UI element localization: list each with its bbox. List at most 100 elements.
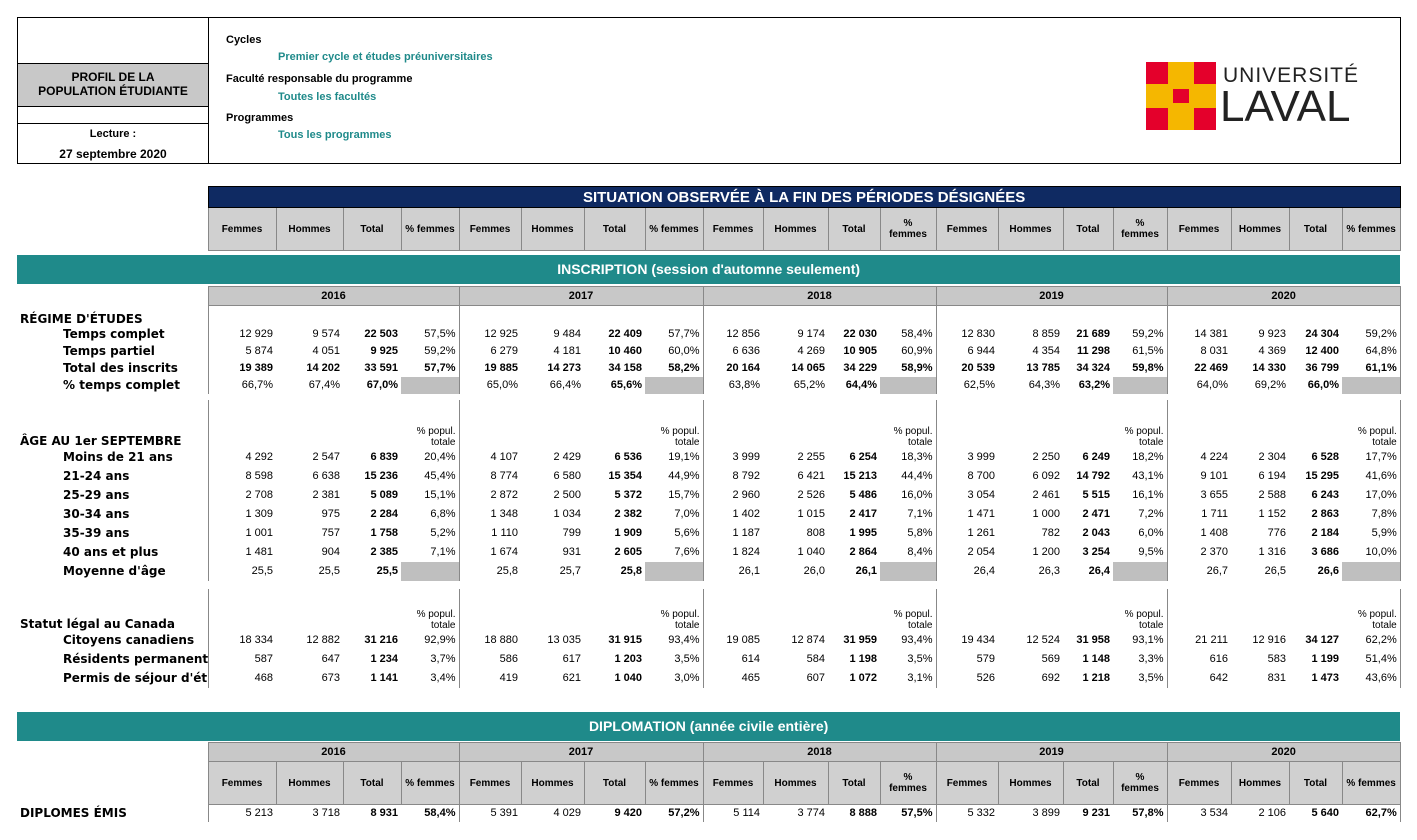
data-cell: 51,4% bbox=[1342, 649, 1401, 669]
data-cell bbox=[1113, 561, 1168, 581]
blank-cell bbox=[702, 305, 763, 326]
blank-cell bbox=[1342, 305, 1401, 326]
data-row: DIPLOMES ÉMIS 5 213 3 718 8 931 58,4% 5 391 4 … bbox=[17, 804, 1401, 822]
data-cell: 18,3% bbox=[880, 447, 937, 467]
data-row: % temps complet 66,7% 67,4% 67,0% 65,0% 66,4%… bbox=[17, 376, 1401, 394]
data-cell: 14 792 bbox=[1076, 470, 1110, 482]
data-cell: 1 995 bbox=[849, 527, 877, 539]
data-cell: 2 960 bbox=[702, 485, 763, 505]
spacer bbox=[17, 581, 1400, 589]
logo-emblem bbox=[1146, 62, 1216, 130]
data-cell: 15 354 bbox=[608, 470, 642, 482]
data-cell: 1 473 bbox=[1311, 672, 1339, 684]
data-cell: 9 923 bbox=[1258, 328, 1286, 340]
data-cell: 65,0% bbox=[458, 376, 521, 394]
logo-line2: LAVAL bbox=[1220, 82, 1351, 131]
data-cell: 2 461 bbox=[1032, 489, 1060, 501]
data-cell: 1 824 bbox=[702, 542, 763, 562]
blank-cell bbox=[17, 187, 208, 208]
data-table: SITUATION OBSERVÉE À LA FIN DES PÉRIODES… bbox=[17, 186, 1401, 822]
data-cell: 41,6% bbox=[1342, 466, 1401, 486]
data-cell bbox=[401, 561, 460, 581]
data-cell bbox=[645, 376, 704, 394]
data-row: 21-24 ans 8 598 6 638 15 236 45,4% 8 774 6 580… bbox=[17, 466, 1401, 486]
data-cell: 2 043 bbox=[1082, 527, 1110, 539]
cycles-label: Cycles bbox=[226, 34, 262, 46]
blank-cell bbox=[17, 762, 208, 805]
data-cell: 5 372 bbox=[614, 489, 642, 501]
column-header: Femmes bbox=[458, 761, 522, 805]
data-cell: 8 792 bbox=[702, 466, 763, 486]
data-cell: 3 534 bbox=[1166, 804, 1231, 822]
data-cell: 61,1% bbox=[1342, 359, 1401, 377]
data-cell: 419 bbox=[458, 668, 521, 688]
data-cell: 14 065 bbox=[791, 362, 825, 374]
blank-cell bbox=[1231, 306, 1289, 326]
data-cell: 59,2% bbox=[1113, 325, 1168, 343]
data-cell: 26,6 bbox=[1317, 565, 1339, 577]
data-cell: 9 925 bbox=[370, 345, 398, 357]
data-cell: 621 bbox=[562, 672, 581, 684]
year-header: 2019 bbox=[935, 742, 1168, 762]
data-cell: 25,8 bbox=[458, 561, 521, 581]
data-cell: 25,5 bbox=[207, 561, 276, 581]
data-cell: 5 213 bbox=[207, 804, 276, 822]
data-cell: 2 417 bbox=[849, 508, 877, 520]
data-cell: 1 152 bbox=[1258, 508, 1286, 520]
column-header: Total bbox=[827, 761, 881, 805]
data-cell: 4 107 bbox=[458, 447, 521, 467]
column-header: Femmes bbox=[935, 207, 999, 251]
spacer bbox=[17, 688, 1400, 712]
data-cell: 4 292 bbox=[207, 447, 276, 467]
data-cell: 65,2% bbox=[793, 379, 825, 391]
data-cell: 6 580 bbox=[553, 470, 581, 482]
column-header: Total bbox=[1288, 761, 1343, 805]
data-cell: 757 bbox=[321, 527, 340, 539]
data-cell: 63,8% bbox=[702, 376, 763, 394]
pct-header: % popul. totale bbox=[880, 399, 937, 448]
column-header: Hommes bbox=[520, 761, 585, 805]
data-cell: 1 015 bbox=[797, 508, 825, 520]
column-header: Hommes bbox=[1230, 207, 1290, 251]
data-cell: 6 421 bbox=[797, 470, 825, 482]
data-cell: 15 213 bbox=[843, 470, 877, 482]
data-row: Moins de 21 ans 4 292 2 547 6 839 20,4% 4 107… bbox=[17, 447, 1401, 467]
data-cell: 93,4% bbox=[880, 630, 937, 650]
column-header: Femmes bbox=[935, 761, 999, 805]
data-cell: 18,2% bbox=[1113, 447, 1168, 467]
data-cell: 66,7% bbox=[207, 376, 276, 394]
blank-cell bbox=[343, 306, 401, 326]
data-cell: 7,0% bbox=[645, 504, 704, 524]
data-cell: 831 bbox=[1267, 672, 1286, 684]
data-cell: 465 bbox=[702, 668, 763, 688]
data-cell: 2 054 bbox=[935, 542, 998, 562]
column-header: Femmes bbox=[458, 207, 522, 251]
data-cell: 3 899 bbox=[1032, 807, 1060, 820]
blank-cell bbox=[1166, 588, 1231, 631]
data-cell: 3 718 bbox=[312, 807, 340, 820]
data-cell: 8 598 bbox=[207, 466, 276, 486]
blank-cell bbox=[1063, 589, 1113, 631]
data-cell: 2 588 bbox=[1258, 489, 1286, 501]
blank-cell bbox=[1166, 399, 1231, 448]
blank-cell bbox=[1289, 306, 1342, 326]
data-cell: 3,5% bbox=[645, 649, 704, 669]
column-header: Total bbox=[583, 761, 646, 805]
column-header-row: Femmes Hommes Total% femmes Femmes Hommes Tot… bbox=[17, 207, 1401, 251]
data-cell: 8,4% bbox=[880, 542, 937, 562]
column-header: Hommes bbox=[520, 207, 585, 251]
row-label: Total des inscrits bbox=[63, 361, 178, 375]
data-cell: 15 295 bbox=[1305, 470, 1339, 482]
data-cell: 25,5 bbox=[318, 565, 340, 577]
data-cell: 44,4% bbox=[880, 466, 937, 486]
data-cell: 2 500 bbox=[553, 489, 581, 501]
row-label: 40 ans et plus bbox=[63, 545, 159, 559]
data-cell: 43,6% bbox=[1342, 668, 1401, 688]
data-row: 25-29 ans 2 708 2 381 5 089 15,1% 2 872 2 500 5… bbox=[17, 485, 1401, 505]
block-heading: RÉGIME D'ÉTUDES bbox=[20, 311, 143, 326]
data-cell: 586 bbox=[458, 649, 521, 669]
data-cell: 57,8% bbox=[1113, 804, 1168, 822]
blank-cell bbox=[763, 400, 828, 448]
year-header: 2018 bbox=[702, 286, 937, 306]
